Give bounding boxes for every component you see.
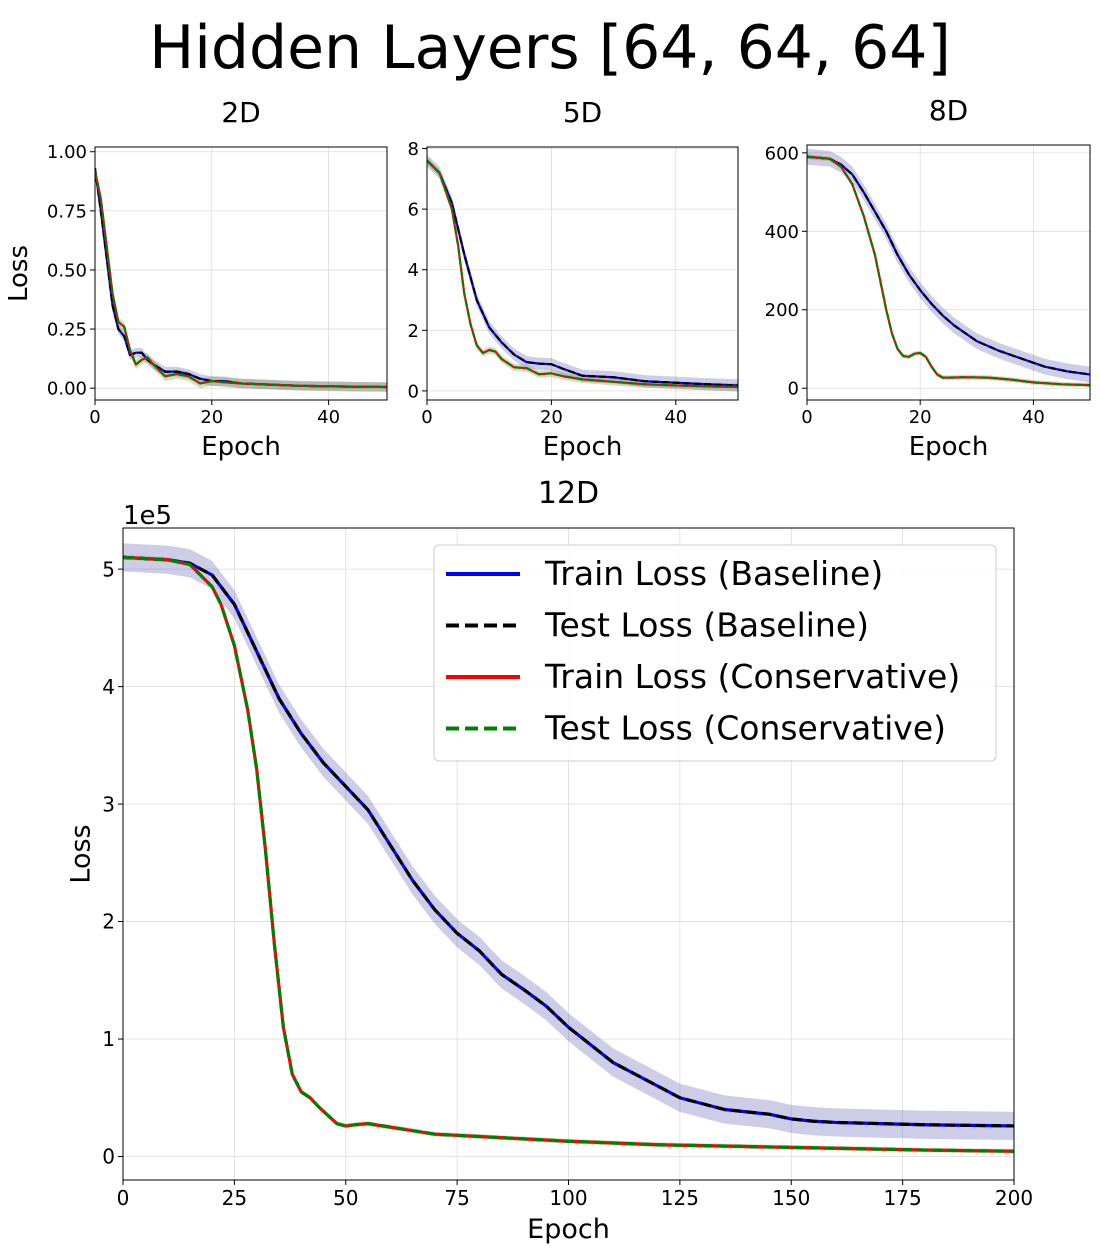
y-tick-label: 200 [765, 300, 799, 321]
chart-title: 2D [221, 96, 260, 129]
x-tick-label: 50 [333, 1186, 358, 1210]
chart-title: 8D [929, 94, 968, 127]
x-axis-label: Epoch [201, 432, 281, 462]
confidence-band [427, 156, 738, 391]
x-tick-label: 0 [421, 407, 432, 428]
plot-area [807, 148, 1090, 388]
legend-entry-label: Test Loss (Baseline) [544, 606, 869, 645]
series-line [95, 170, 387, 389]
series-line [807, 155, 1090, 376]
y-tick-label: 0.00 [47, 379, 87, 400]
x-tick-label: 40 [317, 407, 340, 428]
x-tick-label: 20 [200, 407, 223, 428]
legend-entry-label: Test Loss (Conservative) [544, 709, 946, 748]
x-tick-label: 20 [540, 407, 563, 428]
series-line [427, 159, 738, 389]
chart-2d: 0 20 40 0.00 0.25 0.50 0.75 1.00 2D Epoch Loss [4, 96, 388, 462]
series-line [123, 555, 1014, 1153]
confidence-band [807, 148, 1090, 383]
x-tick-label: 25 [222, 1186, 247, 1210]
plot-area [123, 543, 1014, 1154]
y-tick-label: 0.25 [47, 320, 87, 341]
chart-title: 5D [563, 96, 602, 129]
series-line [427, 159, 738, 387]
x-tick-label: 150 [772, 1186, 810, 1210]
figure-suptitle: Hidden Layers [64, 64, 64] [149, 13, 951, 83]
y-tick-label: 3 [102, 792, 115, 816]
x-tick-label: 0 [117, 1186, 130, 1210]
series-line [807, 155, 1090, 376]
y-tick-label: 0 [408, 381, 419, 402]
axes-frame [426, 146, 739, 401]
plot-area [427, 154, 738, 392]
legend: Train Loss (Baseline) Test Loss (Baseline… [433, 544, 997, 762]
series-line [123, 555, 1014, 1128]
y-tick-label: 0.75 [47, 201, 87, 222]
series-line [427, 159, 738, 389]
y-tick-label: 600 [765, 143, 799, 164]
x-tick-label: 75 [444, 1186, 469, 1210]
chart-title: 12D [538, 476, 599, 511]
y-tick-label: 2 [102, 910, 115, 934]
confidence-band [807, 154, 1090, 388]
y-tick-label: 2 [408, 321, 419, 342]
x-tick-label: 200 [995, 1186, 1033, 1210]
series-line [807, 155, 1090, 387]
plot-area [95, 163, 387, 392]
confidence-band [427, 154, 738, 392]
x-tick-label: 125 [661, 1186, 699, 1210]
x-tick-label: 20 [909, 407, 932, 428]
y-tick-label: 6 [408, 200, 419, 221]
y-tick-label: 8 [408, 139, 419, 160]
x-tick-label: 0 [801, 407, 812, 428]
y-tick-label: 1.00 [47, 142, 87, 163]
x-tick-label: 40 [1022, 407, 1045, 428]
x-axis-label: Epoch [909, 432, 989, 462]
x-axis-label: Epoch [527, 1214, 610, 1245]
series-line [807, 155, 1090, 387]
y-offset-label: 1e5 [123, 501, 172, 531]
x-tick-label: 175 [884, 1186, 922, 1210]
y-tick-label: 1 [102, 1027, 115, 1051]
confidence-band [95, 165, 387, 392]
legend-entry-label: Train Loss (Conservative) [544, 657, 960, 696]
chart-5d: 0 20 40 0 2 4 6 8 5D Epoch [408, 96, 739, 462]
axes-frame [94, 146, 388, 401]
y-tick-label: 0 [102, 1145, 115, 1169]
x-axis-label: Epoch [543, 432, 623, 462]
x-tick-label: 40 [664, 407, 687, 428]
y-axis-label: Loss [65, 824, 96, 883]
y-tick-label: 0 [788, 379, 799, 400]
chart-12d: 0 25 50 75 100 125 150 175 200 0 1 2 3 4 5 12D Epoch Loss… [65, 476, 1033, 1245]
x-tick-label: 0 [89, 407, 100, 428]
x-tick-label: 100 [549, 1186, 587, 1210]
series-line [427, 159, 738, 387]
legend-entry-label: Train Loss (Baseline) [544, 554, 883, 593]
y-tick-label: 4 [408, 260, 419, 281]
y-tick-label: 400 [765, 222, 799, 243]
y-tick-label: 5 [102, 557, 115, 581]
y-axis-label: Loss [4, 245, 34, 302]
confidence-band [123, 543, 1014, 1141]
y-tick-label: 4 [102, 675, 115, 699]
axes-frame [806, 144, 1091, 401]
y-tick-label: 0.50 [47, 260, 87, 281]
legend-box [433, 544, 997, 762]
